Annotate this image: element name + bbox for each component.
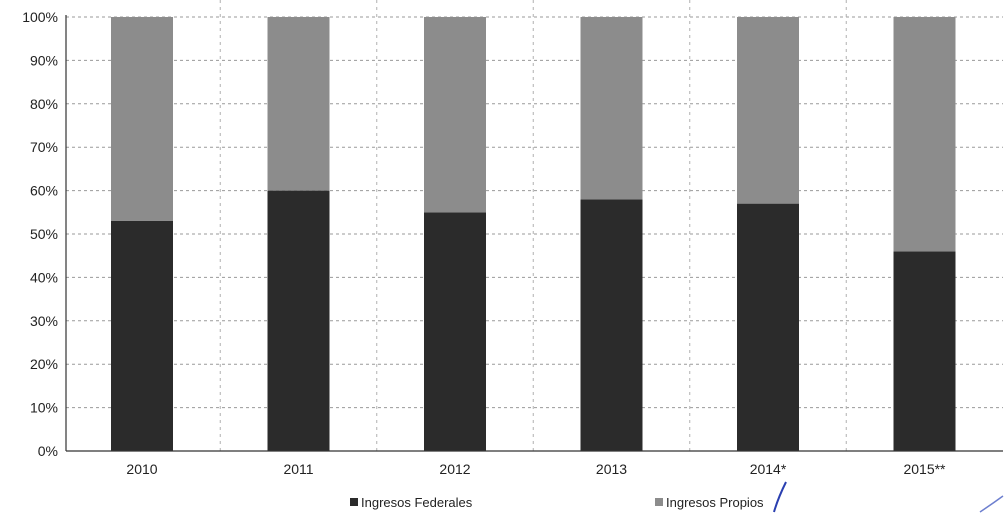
gridlines [66,0,1003,451]
y-tick-label: 90% [30,52,58,68]
bars [111,17,956,451]
legend: Ingresos Federales Ingresos Propios [350,495,764,510]
bar-ingresos-federales [893,251,956,451]
bar-ingresos-federales [737,203,799,451]
x-tick-label: 2014* [750,461,787,477]
bar-ingresos-propios [111,17,173,221]
legend-swatch [350,498,358,506]
y-tick-label: 100% [22,9,58,25]
bar-ingresos-propios [737,17,799,204]
bar-ingresos-propios [893,17,956,252]
y-tick-label: 80% [30,96,58,112]
bar-ingresos-federales [267,190,330,451]
bar-ingresos-federales [111,220,173,451]
x-tick-label: 2010 [126,461,157,477]
legend-swatch [655,498,663,506]
x-tick-label: 2011 [283,461,313,477]
axes: 0% 10% 20% 30% 40% 50% 60% 70% 80% 90% 100% 2010 201… [22,9,1003,477]
y-tick-label: 60% [30,183,58,199]
x-tick-label: 2015** [903,461,946,477]
bar-ingresos-propios [580,17,643,200]
y-tick-label: 0% [38,443,58,459]
y-tick-label: 10% [30,400,58,416]
y-tick-label: 40% [30,269,58,285]
legend-label: Ingresos Propios [666,495,764,510]
bar-ingresos-propios [267,17,330,191]
x-tick-label: 2012 [439,461,470,477]
x-tick-label: 2013 [596,461,627,477]
y-tick-label: 70% [30,139,58,155]
bar-ingresos-propios [424,17,486,213]
bar-ingresos-federales [424,212,486,451]
bar-ingresos-federales [580,199,643,451]
y-tick-label: 50% [30,226,58,242]
legend-label: Ingresos Federales [361,495,473,510]
y-tick-label: 20% [30,356,58,372]
y-tick-label: 30% [30,313,58,329]
